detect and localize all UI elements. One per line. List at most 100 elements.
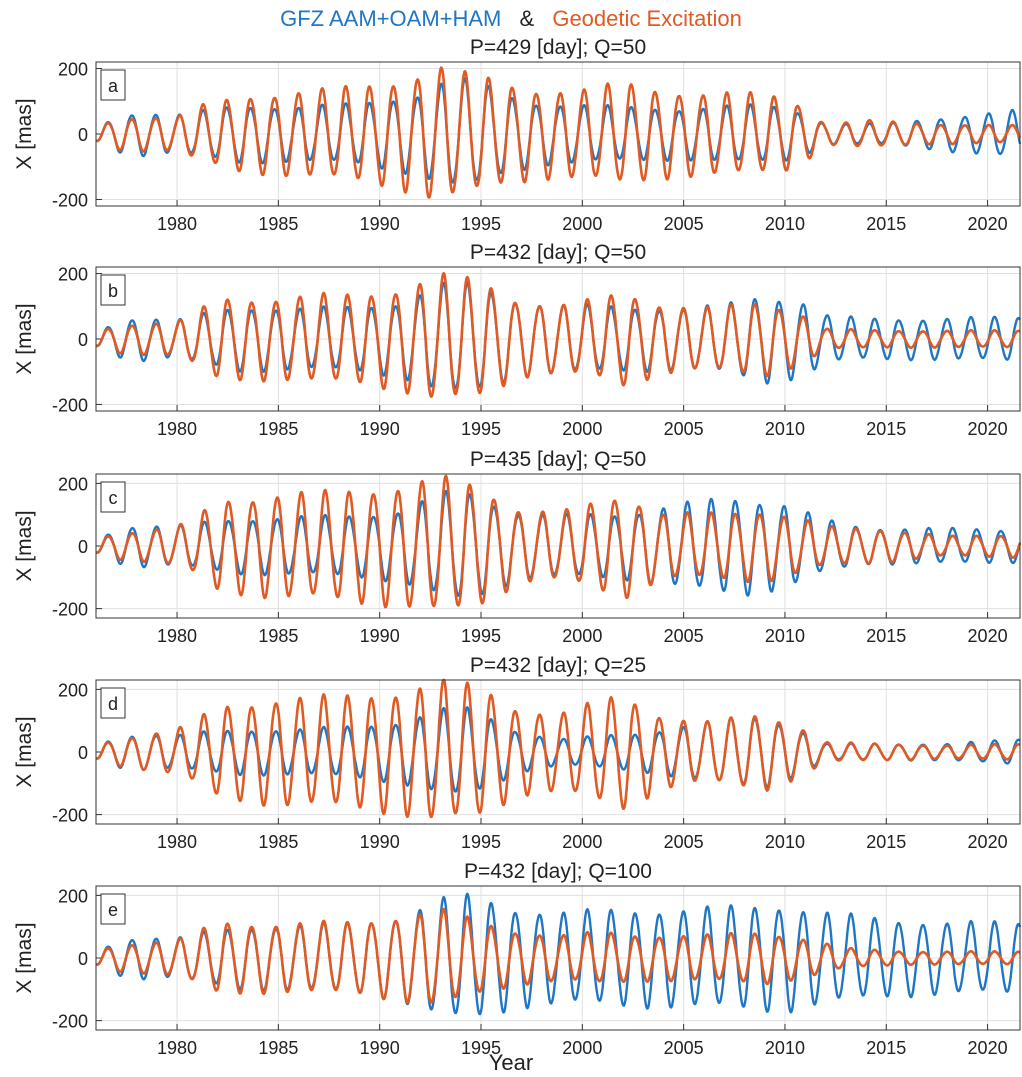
x-tick-label: 1990 — [360, 626, 400, 646]
x-tick-label: 2015 — [866, 1038, 906, 1058]
x-tick-label: 2020 — [968, 626, 1008, 646]
x-tick-label: 2015 — [866, 626, 906, 646]
y-tick-label: -200 — [52, 806, 88, 826]
y-tick-label: 0 — [78, 537, 88, 557]
x-tick-label: 1995 — [461, 626, 501, 646]
x-axis-label: Year — [488, 1050, 534, 1075]
x-tick-label: 1990 — [360, 832, 400, 852]
x-tick-label: 1980 — [157, 419, 197, 439]
x-tick-label: 1980 — [157, 626, 197, 646]
x-tick-label: 2010 — [765, 626, 805, 646]
figure-legend: GFZ AAM+OAM+HAM & Geodetic Excitation — [0, 6, 1022, 32]
x-tick-label: 2020 — [968, 214, 1008, 234]
panel-title: P=432 [day]; Q=50 — [470, 241, 646, 264]
y-tick-label: -200 — [52, 600, 88, 620]
x-tick-label: 2000 — [562, 214, 602, 234]
panel-label: d — [108, 694, 118, 714]
panel-label-box — [100, 481, 126, 513]
y-axis-label: X [mas] — [13, 98, 36, 169]
x-tick-label: 2000 — [562, 1038, 602, 1058]
x-tick-label: 2005 — [664, 419, 704, 439]
x-tick-label: 1985 — [258, 419, 298, 439]
x-tick-label: 1980 — [157, 832, 197, 852]
series-line-geodetic — [95, 907, 1021, 1004]
axes-frame — [95, 266, 1021, 412]
x-tick-label: 1995 — [461, 214, 501, 234]
x-tick-label: 1985 — [258, 214, 298, 234]
panel-title: P=432 [day]; Q=100 — [464, 860, 652, 883]
x-tick-label: 2020 — [968, 832, 1008, 852]
y-tick-label: -200 — [52, 395, 88, 415]
legend-separator: & — [519, 6, 535, 31]
series-line-geodetic — [95, 474, 1022, 609]
x-tick-label: 1985 — [258, 832, 298, 852]
y-tick-label: 0 — [78, 743, 88, 763]
x-tick-label: 1995 — [461, 1038, 501, 1058]
panel-label-box — [100, 274, 126, 306]
x-tick-label: 1985 — [258, 626, 298, 646]
y-axis-label: X [mas] — [13, 716, 36, 787]
x-tick-label: 1980 — [157, 1038, 197, 1058]
x-tick-label: 1990 — [360, 419, 400, 439]
y-tick-label: 200 — [58, 680, 88, 700]
panel-label-box — [100, 687, 126, 719]
legend-series-gfz: GFZ AAM+OAM+HAM — [280, 6, 502, 31]
x-tick-label: 2005 — [664, 214, 704, 234]
series-line-geodetic — [95, 66, 1022, 199]
y-tick-label: -200 — [52, 1012, 88, 1032]
x-tick-label: 2005 — [664, 1038, 704, 1058]
axes-frame — [95, 679, 1021, 825]
y-tick-label: 0 — [78, 949, 88, 969]
x-tick-label: 2020 — [968, 1038, 1008, 1058]
x-tick-label: 2000 — [562, 626, 602, 646]
panel-title: P=432 [day]; Q=25 — [470, 654, 646, 677]
x-tick-label: 2010 — [765, 419, 805, 439]
y-tick-label: 200 — [58, 886, 88, 906]
x-tick-label: 2010 — [765, 1038, 805, 1058]
panel-label: b — [108, 281, 118, 301]
panel-label: a — [108, 76, 119, 96]
x-tick-label: 2010 — [765, 832, 805, 852]
x-tick-label: 1980 — [157, 214, 197, 234]
y-axis-label: X [mas] — [13, 510, 36, 581]
axes-frame — [95, 473, 1021, 619]
x-tick-label: 2020 — [968, 419, 1008, 439]
x-tick-label: 1990 — [360, 214, 400, 234]
x-tick-label: 2005 — [664, 626, 704, 646]
x-tick-label: 2015 — [866, 214, 906, 234]
series-line-geodetic — [95, 678, 1021, 819]
x-tick-label: 2005 — [664, 832, 704, 852]
x-tick-label: 2010 — [765, 214, 805, 234]
y-tick-label: 200 — [58, 265, 88, 285]
y-tick-label: 0 — [78, 330, 88, 350]
y-axis-label: X [mas] — [13, 303, 36, 374]
x-tick-label: 1985 — [258, 1038, 298, 1058]
y-axis-label: X [mas] — [13, 922, 36, 993]
x-tick-label: 1995 — [461, 832, 501, 852]
panel-label-box — [100, 69, 126, 101]
panel-label: e — [108, 900, 118, 920]
x-tick-label: 2000 — [562, 832, 602, 852]
x-tick-label: 1995 — [461, 419, 501, 439]
series-line-geodetic — [95, 271, 1021, 398]
x-tick-label: 1990 — [360, 1038, 400, 1058]
y-tick-label: -200 — [52, 190, 88, 210]
axes-frame — [95, 61, 1021, 207]
y-tick-label: 200 — [58, 60, 88, 80]
panel-label: c — [109, 488, 118, 508]
panel-label-box — [100, 893, 126, 925]
legend-series-geodetic: Geodetic Excitation — [552, 6, 742, 31]
y-tick-label: 0 — [78, 125, 88, 145]
panel-title: P=435 [day]; Q=50 — [470, 448, 646, 471]
x-tick-label: 2000 — [562, 419, 602, 439]
x-tick-label: 2015 — [866, 832, 906, 852]
y-tick-label: 200 — [58, 474, 88, 494]
axes-frame — [95, 885, 1021, 1031]
panel-title: P=429 [day]; Q=50 — [470, 36, 646, 59]
